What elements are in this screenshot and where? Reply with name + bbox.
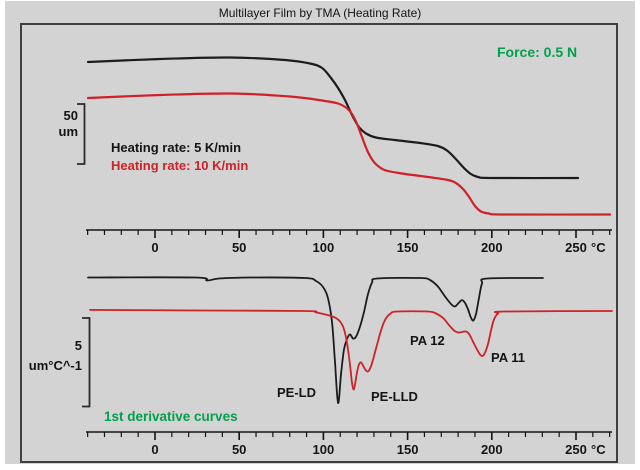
scale-bottom-unit: um°C^-1 <box>28 358 82 373</box>
x-axis-tick-label: 200 <box>481 240 503 255</box>
force-annotation: Force: 0.5 N <box>497 44 578 60</box>
legend-heating-rate-10: Heating rate: 10 K/min <box>111 158 249 173</box>
scale-bracket-top <box>77 103 86 165</box>
x-axis-tick-label: 100 <box>313 442 335 457</box>
peak-label-pe-lld: PE-LLD <box>371 389 418 404</box>
x-axis-tick-label: 250 <box>565 442 587 457</box>
deriv-5kmin-curve <box>87 276 544 404</box>
x-axis-tick-label: 150 <box>397 240 419 255</box>
x-axis-tick-label: 200 <box>481 442 503 457</box>
x-axis-tick-label: 0 <box>151 240 158 255</box>
plot-frame <box>20 23 618 463</box>
scale-bar-bottom-label: 5 um°C^-1 <box>18 336 82 376</box>
scale-bracket-bottom <box>82 317 91 408</box>
x-axis-tick-label: 100 <box>313 240 335 255</box>
x-axis-tick-label: 250 <box>565 240 587 255</box>
tma-5kmin-curve <box>86 56 580 180</box>
scale-bottom-value: 5 <box>74 338 82 353</box>
tma-plot: 0 50 100 150 200 250 °C <box>86 56 612 255</box>
x-axis-tick-label: 150 <box>397 442 419 457</box>
x-axis-unit-label: °C <box>591 240 606 255</box>
x-axis-tick-label: 0 <box>151 442 158 457</box>
peak-label-pa-12: PA 12 <box>410 333 445 348</box>
scale-bar-top-label: 50 um <box>40 108 79 140</box>
x-axis-unit-label: °C <box>591 442 606 457</box>
x-axis-tick-label: 50 <box>232 442 246 457</box>
derivative-plot: 0 50 100 150 200 250 °C <box>86 276 613 457</box>
chart-background <box>5 1 635 464</box>
scale-top-value: 50 <box>63 108 78 123</box>
deriv-10kmin-curve <box>89 309 613 391</box>
x-axis-tick-label: 50 <box>232 240 246 255</box>
legend-heating-rate-5: Heating rate: 5 K/min <box>111 140 242 155</box>
tma-10kmin-curve <box>86 92 612 216</box>
derivative-note: 1st derivative curves <box>104 409 238 424</box>
peak-label-pe-ld: PE-LD <box>277 385 316 400</box>
page-title: Multilayer Film by TMA (Heating Rate) <box>218 6 422 20</box>
scale-top-unit: um <box>58 124 79 139</box>
peak-label-pa-11: PA 11 <box>491 350 525 365</box>
